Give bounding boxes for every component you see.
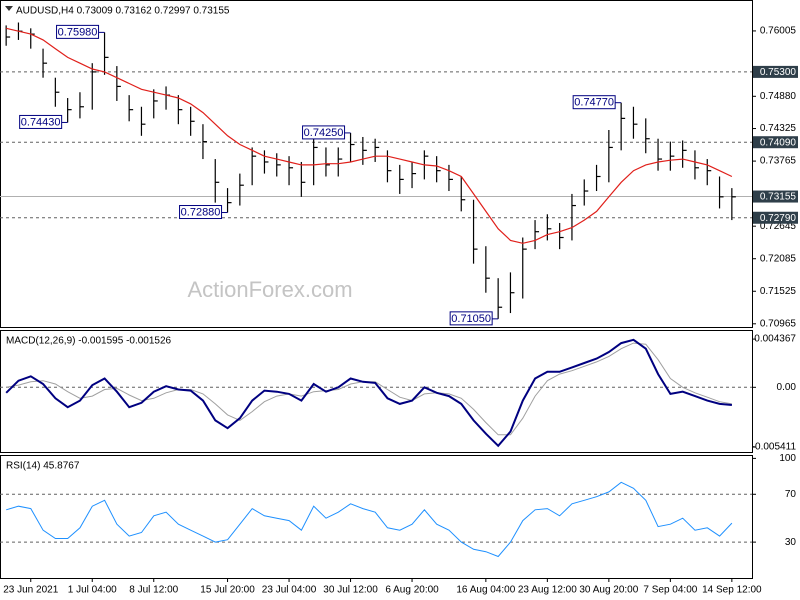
y-tick-label: 0.73765 xyxy=(760,156,797,167)
annotation-box xyxy=(572,95,616,110)
annotation-label: 0.74430 xyxy=(21,116,61,128)
moving-average xyxy=(6,27,733,244)
x-tick-label: 7 Sep 04:00 xyxy=(643,585,697,596)
macd-line xyxy=(5,338,732,448)
level-label: 0.73155 xyxy=(760,192,797,203)
annotation-label: 0.75980 xyxy=(58,26,98,38)
x-tick-label: 23 Jul 04:00 xyxy=(262,585,317,596)
y-tick-label: 0.72645 xyxy=(760,221,797,232)
y-tick-label: 0.76005 xyxy=(760,26,797,37)
y-tick-label: 0.72085 xyxy=(760,253,797,264)
x-tick-label: 6 Aug 20:00 xyxy=(385,585,439,596)
x-tick-label: 16 Aug 04:00 xyxy=(456,585,515,596)
annotation-label: 0.74250 xyxy=(304,127,344,139)
y-tick-label: 0.71525 xyxy=(760,286,797,297)
level-label: 0.75300 xyxy=(760,67,797,78)
y-tick-label: 0.74880 xyxy=(760,91,797,102)
annotation-box xyxy=(179,205,223,220)
x-tick-label: 8 Jul 12:00 xyxy=(129,585,178,596)
y-tick-label: 0.70965 xyxy=(760,318,797,329)
x-tick-label: 30 Jul 12:00 xyxy=(323,585,378,596)
level-box xyxy=(753,65,798,78)
annotation-label: 0.72880 xyxy=(181,206,221,218)
level-label: 0.72790 xyxy=(760,213,797,224)
y-tick-label: 30 xyxy=(785,537,797,548)
annotation-label: 0.71050 xyxy=(451,313,491,325)
annotation-label: 0.74770 xyxy=(574,97,614,109)
x-tick-label: 1 Jul 04:00 xyxy=(68,585,117,596)
annotation-box xyxy=(56,24,100,39)
y-tick-label: 0.74325 xyxy=(760,123,797,134)
level-box xyxy=(753,190,798,203)
x-tick-label: 15 Jul 20:00 xyxy=(200,585,255,596)
y-tick-label: -0.005411 xyxy=(752,442,797,453)
macd-panel xyxy=(0,330,753,453)
annotation-box xyxy=(302,125,346,140)
x-tick-label: 14 Sep 12:00 xyxy=(702,585,762,596)
panel-title: RSI(14) 45.8767 xyxy=(6,461,80,472)
rsi-panel xyxy=(0,455,753,579)
panel-title: MACD(12,26,9) -0.001595 -0.001526 xyxy=(6,336,172,347)
symbol-icon xyxy=(5,6,13,11)
panel-title: AUDUSD,H4 0.73009 0.73162 0.72997 0.7315… xyxy=(16,6,230,17)
x-tick-label: 23 Aug 12:00 xyxy=(518,585,577,596)
annotation-box xyxy=(19,114,63,129)
y-tick-label: 100 xyxy=(779,453,796,464)
y-tick-label: 0.00 xyxy=(777,382,797,393)
price-panel xyxy=(0,0,753,328)
x-tick-label: 23 Jun 2021 xyxy=(3,585,58,596)
annotation-box xyxy=(449,311,493,326)
y-tick-label: 0.004367 xyxy=(754,334,796,345)
x-tick-label: 30 Aug 20:00 xyxy=(579,585,638,596)
level-box xyxy=(753,136,798,149)
level-label: 0.74090 xyxy=(760,137,797,148)
watermark: ActionForex.com xyxy=(187,277,352,302)
level-box xyxy=(753,211,798,224)
rsi-line xyxy=(6,481,733,558)
y-tick-label: 70 xyxy=(785,489,797,500)
